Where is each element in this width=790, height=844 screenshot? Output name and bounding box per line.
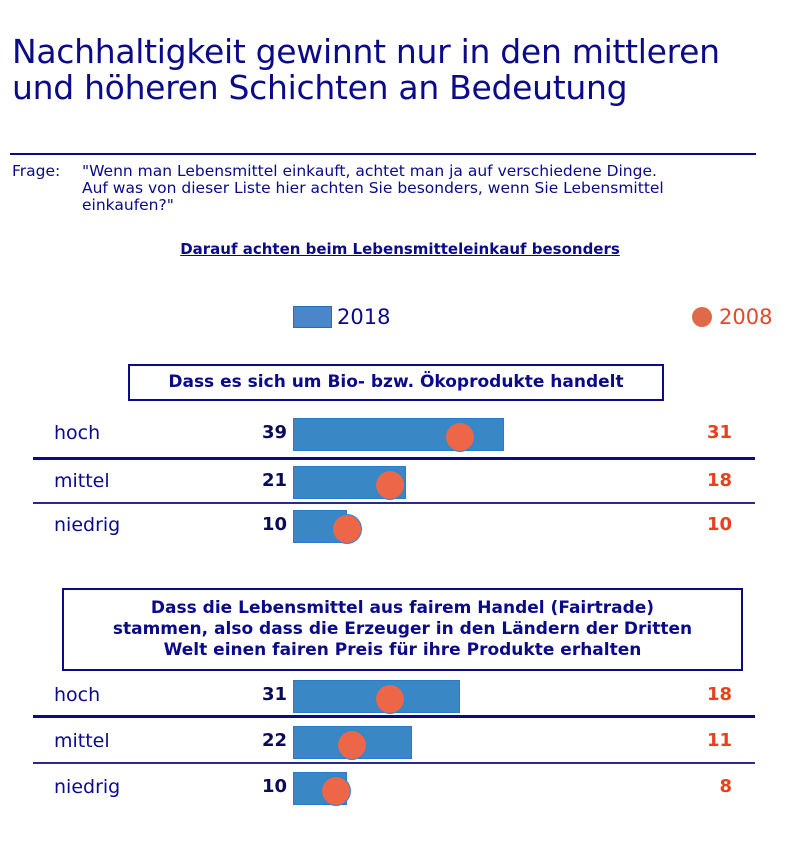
chart-row: niedrig 10 10 <box>0 506 790 552</box>
dot-2008 <box>333 515 361 543</box>
value-label-2008: 31 <box>706 422 732 443</box>
group-heading-fairtrade: Dass die Lebensmittel aus fairem Handel … <box>62 588 743 671</box>
chart-row: hoch 39 31 <box>0 414 790 460</box>
category-label: mittel <box>54 470 110 492</box>
chart-row: niedrig 10 8 <box>0 768 790 814</box>
chart-title: Nachhaltigkeit gewinnt nur in den mittle… <box>12 32 720 107</box>
legend-swatch-2018 <box>293 306 332 328</box>
chart-row: mittel 22 11 <box>0 722 790 768</box>
group-heading-fairtrade-line-1: Dass die Lebensmittel aus fairem Handel … <box>150 598 655 618</box>
category-label: niedrig <box>54 776 121 798</box>
value-label-2008: 18 <box>706 684 732 705</box>
row-divider <box>33 715 755 718</box>
question-line-2: Auf was von dieser Liste hier achten Sie… <box>82 179 664 197</box>
value-label-2008: 10 <box>706 514 732 535</box>
category-label: hoch <box>54 422 101 444</box>
group-heading-bio: Dass es sich um Bio- bzw. Ökoprodukte ha… <box>128 364 664 401</box>
row-divider <box>33 502 755 504</box>
question-line-1: "Wenn man Lebensmittel einkauft, achtet … <box>82 162 657 180</box>
value-label-2018: 10 <box>261 514 287 535</box>
value-label-2018: 10 <box>261 776 287 797</box>
title-divider <box>10 153 756 155</box>
value-label-2018: 21 <box>261 470 287 491</box>
dot-2008 <box>338 731 367 759</box>
legend-item-2018: 2018 <box>293 305 390 329</box>
value-label-2008: 11 <box>706 730 732 751</box>
question-line-3: einkaufen?" <box>82 196 174 214</box>
question-prefix: Frage: <box>12 162 61 180</box>
dot-2008 <box>322 777 351 805</box>
value-label-2018: 39 <box>261 422 287 443</box>
chart-row: mittel 21 18 <box>0 462 790 508</box>
chart-subtitle: Darauf achten beim Lebensmitteleinkauf b… <box>180 240 620 258</box>
category-label: mittel <box>54 730 110 752</box>
dot-2008 <box>376 471 405 499</box>
question-text: Frage: "Wenn man Lebensmittel einkauft, a… <box>12 163 782 214</box>
row-divider <box>33 762 755 764</box>
value-label-2018: 22 <box>261 730 287 751</box>
chart-row: hoch 31 18 <box>0 676 790 722</box>
group-heading-fairtrade-line-3: Welt einen fairen Preis für ihre Produkt… <box>163 640 642 660</box>
category-label: hoch <box>54 684 101 706</box>
legend-dot-2008 <box>692 307 712 327</box>
dot-2008 <box>376 685 405 713</box>
legend-label-2018: 2018 <box>337 305 391 329</box>
legend-label-2008: 2008 <box>719 305 773 329</box>
value-label-2008: 8 <box>719 776 732 797</box>
value-label-2008: 18 <box>706 470 732 491</box>
dot-2008 <box>446 423 475 451</box>
value-label-2018: 31 <box>261 684 287 705</box>
group-heading-fairtrade-line-2: stammen, also dass die Erzeuger in den L… <box>112 619 693 639</box>
row-divider <box>33 457 755 460</box>
legend-item-2008: 2008 <box>692 305 772 329</box>
category-label: niedrig <box>54 514 121 536</box>
